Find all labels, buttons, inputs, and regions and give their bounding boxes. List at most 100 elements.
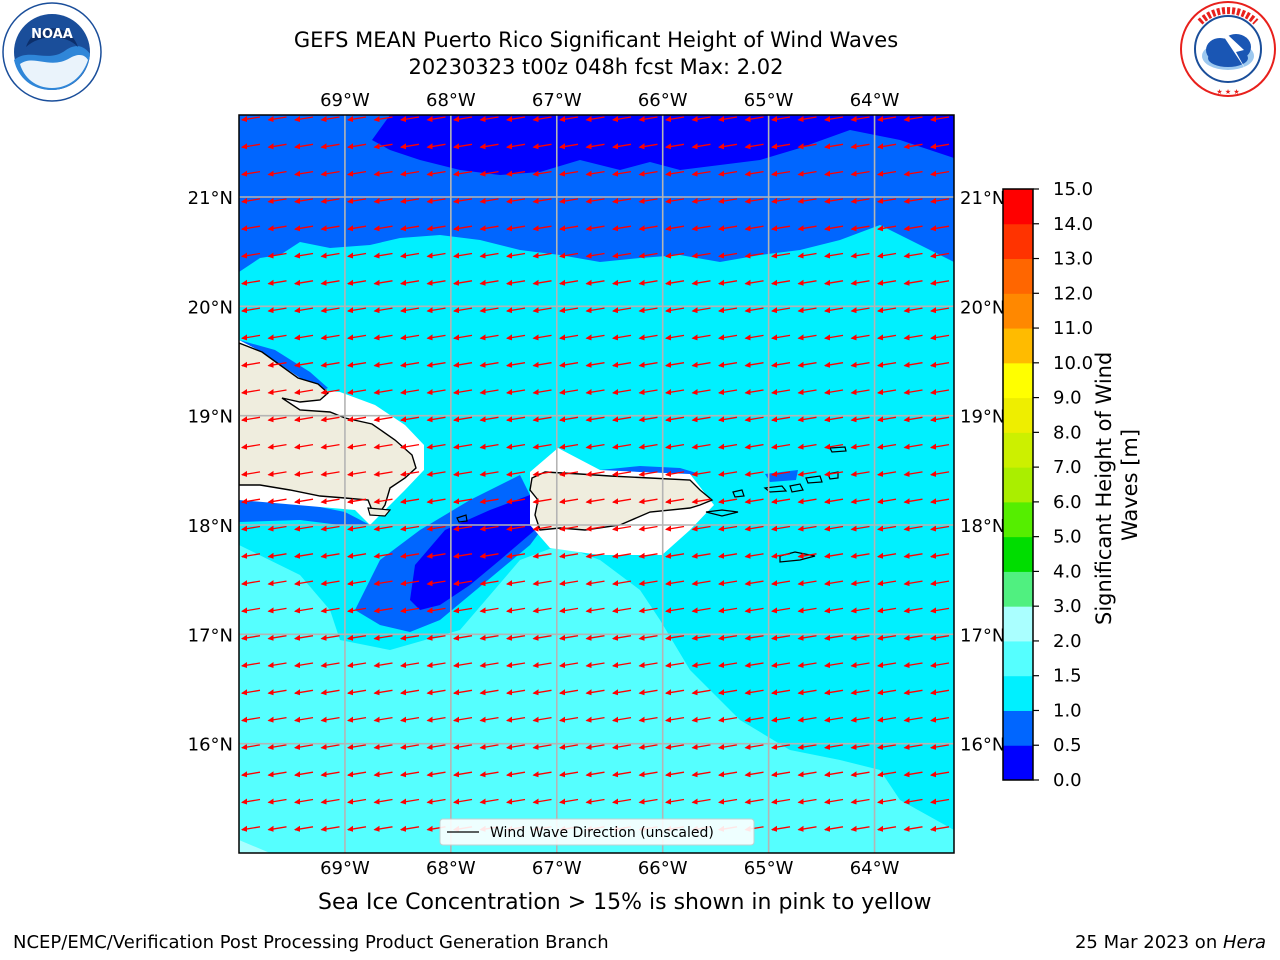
arrow [320,743,340,750]
arrow [559,552,579,559]
arrow [744,143,764,150]
lat-label-left: 16°N [188,735,233,756]
arrow [426,552,446,559]
land-vieques [705,509,739,517]
arrow [850,470,870,477]
arrow [241,825,261,832]
arrow [241,689,261,696]
colorbar-tick-label: 10.0 [1053,353,1093,374]
arrow [267,525,287,532]
arrow [585,279,605,286]
map-legend: Wind Wave Direction (unscaled) [439,818,755,846]
arrow [585,470,605,477]
arrow [267,443,287,450]
arrow [373,307,393,314]
lon-label-top: 67°W [532,90,582,111]
arrow [532,525,552,532]
arrow [294,416,314,423]
arrow [612,225,632,232]
map-area [239,115,954,853]
arrow [532,389,552,395]
arrow [797,389,817,395]
arrow [320,716,340,723]
arrow [850,771,870,778]
footer-branch: NCEP/EMC/Verification Post Processing Pr… [13,932,609,953]
arrow [638,580,658,587]
arrow [612,470,632,477]
arrow [850,143,870,150]
arrow [559,689,579,696]
arrow [241,798,261,805]
arrow [877,116,897,122]
arrow [585,716,605,723]
arrow [532,225,552,232]
arrow [453,225,473,232]
arrow [559,416,579,423]
arrow [453,416,473,423]
arrow [930,689,950,696]
colorbar-tick-label: 11.0 [1053,318,1093,339]
arrow [850,607,870,614]
arrow [585,580,605,587]
arrow [453,662,473,668]
arrow [930,552,950,559]
arrow [373,662,393,668]
arrow [930,225,950,232]
colorbar-tick-label: 5.0 [1053,527,1082,548]
arrow [850,798,870,805]
arrow [241,771,261,778]
arrow [294,443,314,450]
arrow [267,279,287,286]
arrow [797,470,817,477]
arrow [479,116,499,122]
arrow [400,662,420,668]
arrow [691,470,711,477]
arrow [347,334,367,341]
arrow [691,607,711,614]
arrow [665,525,685,532]
arrow [771,825,791,832]
arrow [638,197,658,204]
arrow [930,361,950,368]
arrow [930,825,950,832]
arrow [373,580,393,587]
arrow [638,798,658,805]
arrow [506,116,526,122]
arrow [294,607,314,614]
arrow [850,279,870,286]
arrow [532,470,552,477]
arrow [824,279,844,286]
arrow [532,771,552,778]
arrow [744,170,764,177]
arrow [691,197,711,204]
arrow [373,607,393,614]
arrow [241,552,261,559]
arrow [638,225,658,232]
arrow [373,743,393,750]
arrow [638,470,658,477]
arrow [850,580,870,587]
arrow [267,470,287,477]
arrow [877,361,897,368]
arrow [453,771,473,778]
arrow [400,143,420,150]
colorbar-tick-label: 8.0 [1053,422,1082,443]
arrow [585,389,605,395]
arrow [718,170,738,177]
arrow [453,607,473,614]
arrow [241,307,261,314]
arrow [824,334,844,341]
arrow [506,470,526,477]
arrow [691,716,711,723]
arrow [559,716,579,723]
arrow [479,607,499,614]
arrow [373,443,393,450]
arrow [797,443,817,450]
arrow [426,607,446,614]
arrow [241,470,261,477]
arrow [665,252,685,259]
arrow [426,389,446,395]
arrow [771,716,791,723]
arrow [665,279,685,286]
arrow [426,634,446,641]
